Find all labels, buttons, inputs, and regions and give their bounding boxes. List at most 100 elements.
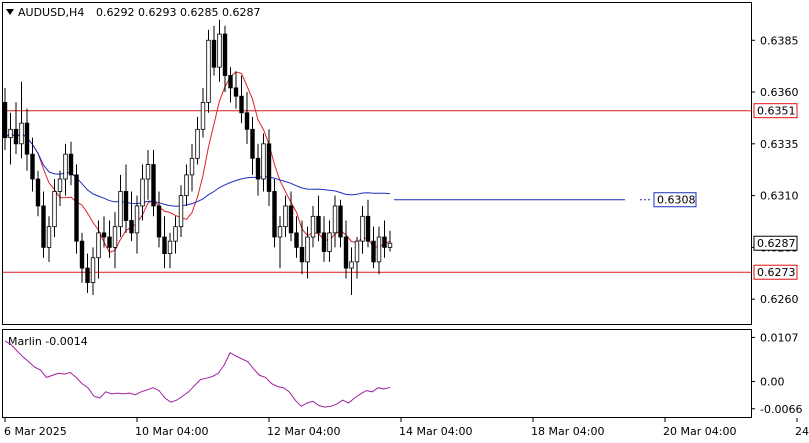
candle-body: [79, 240, 85, 269]
level-label-0.6308-box: [653, 192, 697, 208]
level-label-0.6273-box: [753, 264, 798, 280]
time-axis: 6 Mar 2025 10 Mar 04:00 12 Mar 04:00 14 Mar…: [4, 418, 809, 438]
candle-body: [19, 122, 24, 145]
candle-body: [365, 215, 371, 242]
candle-body: [228, 75, 233, 89]
candle-body: [233, 87, 239, 97]
candle-body: [35, 178, 41, 207]
candle-body: [41, 205, 46, 248]
candle-body: [200, 102, 206, 130]
marlin-tick-label: 0.00: [760, 376, 785, 389]
price-tick-label: 0.6385: [760, 34, 799, 47]
candle-body: [354, 240, 360, 263]
candle-body: [376, 236, 382, 263]
candle-body: [310, 215, 316, 238]
candle-body: [222, 33, 228, 76]
candle-body: [101, 232, 107, 238]
candle-body: [2, 102, 8, 139]
time-tick-label: 18 Mar 04:00: [531, 425, 604, 438]
candle-body: [283, 205, 288, 228]
candle-body: [85, 267, 90, 283]
candle-body: [173, 226, 178, 242]
level-label-0.6351-box: [753, 103, 798, 119]
candle-body: [321, 232, 327, 252]
candle-body: [134, 205, 140, 234]
candle-body: [123, 191, 129, 221]
main-panel-frame: [2, 2, 752, 325]
candle-body: [178, 195, 184, 228]
candle-body: [90, 257, 96, 283]
candle-body: [272, 191, 277, 238]
candle-body: [167, 240, 173, 254]
candle-body: [299, 246, 305, 263]
candle-body: [211, 39, 217, 68]
current-price-box: [753, 235, 798, 251]
time-tick-label: 20 Mar 04:00: [663, 425, 736, 438]
time-tick-label: 24 Mar 04:00: [795, 425, 809, 438]
indicator-panel-frame: [2, 329, 752, 418]
level-label-0.6351: 0.6351: [757, 105, 796, 118]
candle-body: [107, 236, 112, 248]
marlin-axis: 0.0107 0.00 -0.0066: [751, 331, 802, 416]
time-tick-label: 6 Mar 2025: [4, 425, 67, 438]
candle-body: [206, 39, 211, 103]
candle-body: [387, 242, 393, 248]
candle-body: [96, 232, 101, 259]
level-label-0.6273: 0.6273: [757, 266, 796, 279]
candle-body: [24, 122, 30, 155]
candle-body: [244, 112, 250, 130]
candle-body: [140, 178, 145, 207]
candles: [2, 19, 393, 296]
candle-body: [239, 95, 244, 114]
candle-body: [250, 128, 255, 159]
candle-body: [288, 205, 294, 234]
candle-body: [371, 240, 376, 263]
candle-body: [129, 220, 134, 234]
candle-body: [162, 236, 167, 254]
price-tick-label: 0.6310: [760, 190, 799, 203]
price-tick-label: 0.6360: [760, 86, 799, 99]
candle-body: [184, 174, 189, 196]
candle-body: [255, 157, 261, 180]
symbol-label: AUDUSD,H4: [18, 6, 84, 19]
candle-body: [68, 153, 74, 176]
candle-body: [118, 191, 123, 228]
candle-body: [156, 205, 162, 238]
horizontal-levels: [3, 110, 751, 273]
candle-body: [112, 226, 118, 248]
price-labels: 0.6351 0.6273 0.6308 0.6287: [653, 103, 798, 280]
marlin-line: [4, 340, 391, 408]
candle-body: [266, 143, 272, 192]
candle-body: [316, 215, 321, 234]
candle-body: [74, 174, 79, 242]
candle-body: [305, 236, 310, 263]
marlin-indicator: [4, 340, 391, 408]
time-tick-label: 12 Mar 04:00: [267, 425, 340, 438]
marlin-tick-label: -0.0066: [760, 403, 802, 416]
candle-body: [30, 153, 35, 180]
candle-body: [63, 153, 68, 180]
candle-body: [151, 164, 156, 207]
price-tick-label: 0.6335: [760, 138, 799, 151]
candle-body: [294, 232, 299, 248]
candle-body: [327, 232, 332, 252]
current-price-label: 0.6287: [757, 237, 796, 250]
level-label-0.6308: 0.6308: [657, 194, 696, 207]
candle-body: [52, 191, 57, 228]
ohlc-readout: 0.6292 0.6293 0.6285 0.6287: [96, 6, 260, 19]
candle-body: [261, 143, 266, 180]
candle-body: [360, 215, 365, 242]
candle-body: [217, 33, 222, 68]
candle-body: [332, 205, 338, 234]
price-tick-label: 0.6260: [760, 293, 799, 306]
candle-body: [277, 226, 283, 238]
marlin-title: Marlin -0.0014: [8, 335, 88, 348]
marlin-tick-label: 0.0107: [760, 331, 799, 344]
candle-body: [145, 164, 151, 180]
candle-body: [338, 205, 343, 238]
candle-body: [57, 178, 63, 192]
time-tick-label: 14 Mar 04:00: [399, 425, 472, 438]
candle-body: [343, 236, 349, 269]
collapse-arrow-icon[interactable]: [6, 9, 14, 15]
